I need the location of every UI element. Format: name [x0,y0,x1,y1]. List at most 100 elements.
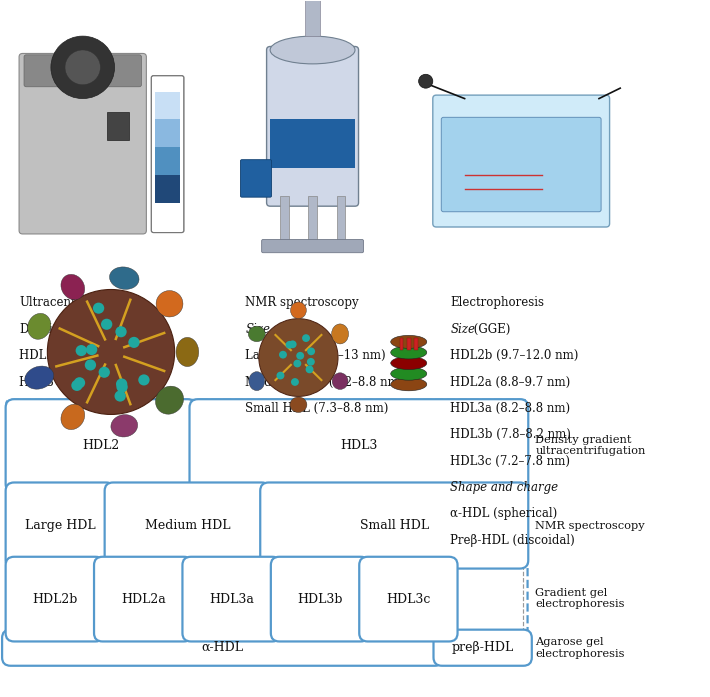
Bar [155,119,180,147]
Circle shape [86,344,97,355]
Circle shape [99,367,110,378]
Bar [107,112,129,140]
Bar [280,196,288,245]
Circle shape [285,341,293,348]
Text: Agarose gel
electrophoresis: Agarose gel electrophoresis [535,637,625,659]
FancyBboxPatch shape [6,557,104,641]
Circle shape [307,358,315,366]
FancyBboxPatch shape [2,629,444,666]
Ellipse shape [28,314,51,339]
Text: HDL2a (8.8–9.7 nm): HDL2a (8.8–9.7 nm) [450,376,571,388]
Ellipse shape [61,404,84,429]
Circle shape [71,380,82,391]
Ellipse shape [156,291,183,317]
Circle shape [276,372,285,379]
Ellipse shape [391,367,427,380]
Circle shape [51,36,114,98]
Text: NMR spectroscopy: NMR spectroscopy [246,296,359,309]
FancyBboxPatch shape [359,557,457,641]
Bar [155,147,180,175]
Ellipse shape [391,357,427,369]
Text: HDL2 (1.063–1.125 g/mL): HDL2 (1.063–1.125 g/mL) [19,349,174,362]
FancyBboxPatch shape [262,240,364,253]
Ellipse shape [61,275,84,300]
FancyBboxPatch shape [151,76,184,233]
Text: Medium HDL (8.2–8.8 nm): Medium HDL (8.2–8.8 nm) [246,376,404,388]
Text: HDL3c: HDL3c [386,592,430,606]
Text: Shape and charge: Shape and charge [450,481,559,494]
Circle shape [291,378,299,386]
FancyBboxPatch shape [271,557,369,641]
Circle shape [279,351,287,358]
Circle shape [75,345,87,356]
Ellipse shape [270,36,355,64]
Circle shape [93,302,104,314]
Ellipse shape [332,373,348,390]
Circle shape [114,390,126,401]
Circle shape [296,352,304,360]
Bar [270,119,355,168]
FancyBboxPatch shape [24,55,141,87]
Circle shape [116,381,128,392]
Text: NMR spectroscopy: NMR spectroscopy [535,521,645,530]
Ellipse shape [109,267,139,289]
Circle shape [293,360,301,367]
Text: HDL2b: HDL2b [32,592,77,606]
FancyBboxPatch shape [433,95,610,227]
Ellipse shape [391,378,427,391]
Ellipse shape [332,324,349,344]
Circle shape [419,75,433,88]
Text: Large HDL (8.8–13 nm): Large HDL (8.8–13 nm) [246,349,386,362]
Circle shape [115,326,126,337]
Text: preβ-HDL: preβ-HDL [452,641,514,654]
Circle shape [138,374,150,385]
Circle shape [289,340,297,348]
Bar [414,338,417,350]
Circle shape [302,335,310,342]
Text: HDL3a: HDL3a [209,592,254,606]
FancyBboxPatch shape [19,54,146,234]
FancyBboxPatch shape [442,117,601,212]
Circle shape [259,319,338,397]
Bar [305,0,320,36]
Text: HDL3b: HDL3b [297,592,343,606]
Text: HDL3a (8.2–8.8 nm): HDL3a (8.2–8.8 nm) [450,402,571,415]
Ellipse shape [290,302,306,319]
Ellipse shape [391,335,427,348]
Circle shape [65,50,100,85]
Text: Density: Density [19,323,64,336]
Text: HDL3b (7.8–8.2 nm): HDL3b (7.8–8.2 nm) [450,429,572,441]
Ellipse shape [248,372,265,390]
Text: Small HDL: Small HDL [360,519,429,532]
Bar [407,338,410,350]
Bar [400,338,403,350]
Text: Size: Size [450,323,476,336]
FancyBboxPatch shape [241,160,271,197]
FancyBboxPatch shape [104,482,270,569]
Ellipse shape [248,326,266,342]
Circle shape [101,319,112,330]
Text: Density gradient
ultracentrifugation: Density gradient ultracentrifugation [535,435,645,457]
FancyBboxPatch shape [182,557,280,641]
Text: (GGE): (GGE) [469,323,510,336]
Circle shape [48,289,175,415]
Bar [155,175,180,203]
Text: Size: Size [246,323,271,336]
Bar [155,91,180,119]
FancyBboxPatch shape [266,47,359,206]
Circle shape [307,348,315,355]
FancyBboxPatch shape [261,482,528,569]
Circle shape [84,360,96,371]
Text: HDL3: HDL3 [340,439,378,452]
Text: HDL3c (7.2–7.8 nm): HDL3c (7.2–7.8 nm) [450,454,570,468]
Text: HDL2: HDL2 [82,439,119,452]
Bar [337,196,345,245]
Text: Preβ-HDL (discoidal): Preβ-HDL (discoidal) [450,534,575,547]
Ellipse shape [155,386,184,414]
Text: Electrophoresis: Electrophoresis [450,296,545,309]
Text: Medium HDL: Medium HDL [145,519,230,532]
Bar [308,196,317,245]
FancyBboxPatch shape [6,482,114,569]
Text: HDL2b (9.7–12.0 nm): HDL2b (9.7–12.0 nm) [450,349,579,362]
FancyBboxPatch shape [94,557,192,641]
